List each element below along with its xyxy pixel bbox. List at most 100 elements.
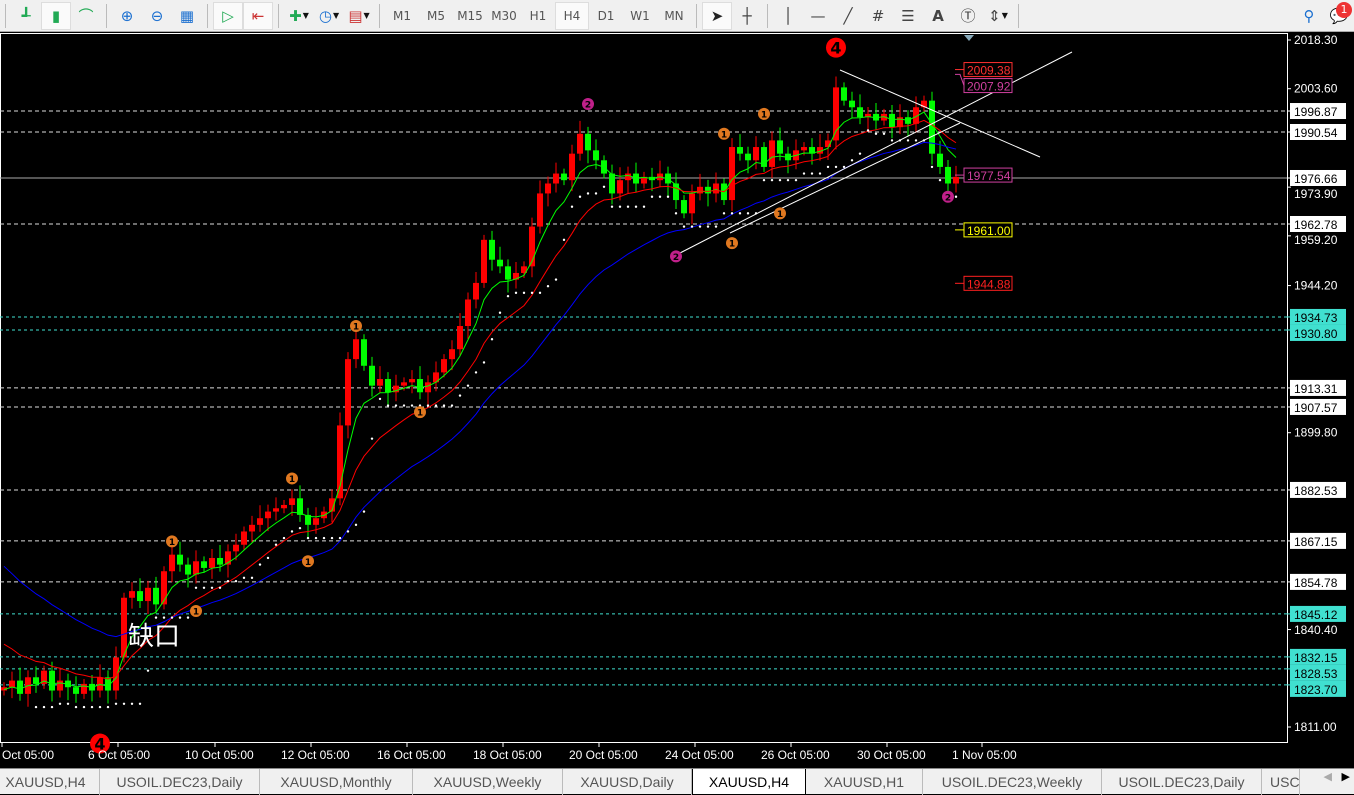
candle-body xyxy=(545,183,551,194)
wave-marker-circle xyxy=(826,37,846,58)
cursor-icon[interactable]: ➤ xyxy=(702,1,732,30)
chart-tab[interactable]: USOIL.DEC23,Weekly xyxy=(923,769,1102,795)
sar-dot xyxy=(690,225,694,228)
chart-shift-icon[interactable]: ⇤ xyxy=(243,1,273,30)
timeframe-m15[interactable]: M15 xyxy=(457,8,483,23)
candle-body xyxy=(569,153,575,181)
candle-body xyxy=(929,100,935,154)
candle-body xyxy=(937,153,943,167)
price-label: 1961.00 xyxy=(967,224,1011,238)
sar-dot xyxy=(698,225,702,228)
timeframe-d1[interactable]: D1 xyxy=(597,8,615,23)
timeframe-h4[interactable]: H4 xyxy=(555,1,589,30)
sar-dot xyxy=(66,702,70,705)
sar-dot xyxy=(194,586,198,590)
sar-dot xyxy=(298,526,302,530)
candle xyxy=(953,165,959,193)
tile-windows-icon[interactable]: ▦ xyxy=(179,6,195,25)
time-label: 6 Oct 05:00 xyxy=(88,748,150,762)
level-axis-label-cyan-box xyxy=(1290,324,1346,341)
candle-body xyxy=(737,147,743,154)
candle-body xyxy=(193,561,199,575)
chart-tabs: XAUUSD,H4 USOIL.DEC23,Daily XAUUSD,Monthly… xyxy=(0,768,1354,795)
sar-dot xyxy=(930,165,934,169)
candle xyxy=(161,566,167,610)
chart-tab[interactable]: XAUUSD,H1 xyxy=(806,769,923,795)
auto-scroll-icon[interactable]: ▷ xyxy=(213,1,243,30)
horizontal-line-icon[interactable]: — xyxy=(810,6,826,25)
candle xyxy=(305,507,311,538)
sar-dot xyxy=(90,705,94,709)
chart-tab[interactable]: XAUUSD,Weekly xyxy=(413,769,563,795)
price-label-box xyxy=(963,62,1013,78)
candle-body xyxy=(897,117,903,128)
candle-body xyxy=(113,657,119,691)
price-tick-label: 1811.00 xyxy=(1294,720,1337,734)
wave-marker-circle xyxy=(302,555,314,568)
candle-body xyxy=(337,425,343,499)
time-label: 16 Oct 05:00 xyxy=(377,748,446,762)
bar-chart-icon[interactable]: ┹ xyxy=(21,6,31,25)
text-icon[interactable]: A xyxy=(932,6,944,25)
timeframe-m5[interactable]: M5 xyxy=(427,8,445,23)
candle xyxy=(553,162,559,193)
timeframe-w1[interactable]: W1 xyxy=(630,8,650,23)
crosshair-icon[interactable]: ┼ xyxy=(742,6,752,25)
notifications-icon[interactable]: 💬1 xyxy=(1324,1,1354,30)
chart-tab[interactable]: XAUUSD,H4 xyxy=(692,769,806,795)
price-chart[interactable]: 1 1 1 1 1 1 1 1 1 1 2 2 2 4 4 缺口 2009.38 2007.92 1977.54 19… xyxy=(0,33,1354,768)
wave-marker: 1 xyxy=(758,107,770,120)
wave-marker-circle xyxy=(582,97,594,110)
sar-dot xyxy=(442,404,446,407)
candle-body xyxy=(505,266,511,280)
new-chart-icon[interactable]: ✚ ▼ xyxy=(289,6,309,25)
candle-body xyxy=(481,239,487,283)
tabs-scroll-left[interactable]: ◀ xyxy=(1323,770,1332,783)
candle-body xyxy=(369,365,375,386)
sar-dot xyxy=(82,705,86,709)
chart-tab[interactable]: USC xyxy=(1262,769,1300,795)
price-label-box xyxy=(963,222,1013,238)
candle-body xyxy=(361,339,367,366)
sar-dot xyxy=(546,285,550,288)
candle xyxy=(945,159,951,197)
zoom-out-icon[interactable]: ⊖ xyxy=(150,6,164,25)
timeframe-m30[interactable]: M30 xyxy=(491,8,517,23)
candle-body xyxy=(889,113,895,128)
search-icon[interactable]: ⚲ xyxy=(1303,6,1315,25)
candle-body xyxy=(281,504,287,509)
chart-tab[interactable]: XAUUSD,Monthly xyxy=(260,769,413,795)
text-label-icon[interactable]: Ⓣ xyxy=(960,7,976,25)
chart-tab[interactable]: XAUUSD,Daily xyxy=(563,769,692,795)
candle-body xyxy=(817,147,823,154)
zoom-in-icon[interactable]: ⊕ xyxy=(120,6,134,25)
candle-body xyxy=(305,514,311,525)
fibonacci-expansion-icon[interactable]: # xyxy=(871,6,885,25)
sar-dot xyxy=(506,294,510,298)
clock-icon[interactable]: ◷ ▼ xyxy=(318,6,340,25)
candle-body xyxy=(209,557,215,568)
tabs-scroll-right[interactable]: ▶ xyxy=(1341,770,1350,783)
wave-marker-label: 4 xyxy=(94,735,105,754)
timeframe-m1[interactable]: M1 xyxy=(393,8,411,23)
sar-dot xyxy=(274,543,278,546)
level-axis-label-box xyxy=(1290,123,1346,140)
timeframe-h1[interactable]: H1 xyxy=(529,8,547,23)
candlestick-icon[interactable]: ▮ xyxy=(41,1,71,30)
candle-body xyxy=(881,113,887,121)
fibonacci-retracement-icon[interactable]: ☰ xyxy=(901,6,915,25)
line-chart-icon[interactable]: ⌒ xyxy=(78,7,94,25)
chart-tab[interactable]: USOIL.DEC23,Daily xyxy=(1102,769,1262,795)
sar-dot xyxy=(794,178,798,182)
chart-tab[interactable]: USOIL.DEC23,Daily xyxy=(100,769,260,795)
sar-dot xyxy=(314,536,318,540)
candle xyxy=(913,96,919,133)
timeframe-mn[interactable]: MN xyxy=(664,8,684,23)
chart-tab[interactable]: XAUUSD,H4 xyxy=(0,769,100,795)
candle-body xyxy=(9,680,15,688)
arrows-icon[interactable]: ⇕ ▼ xyxy=(988,6,1008,25)
templates-icon[interactable]: ▤ ▼ xyxy=(348,6,370,25)
level-axis-label-cyan: 1845.12 xyxy=(1294,608,1338,622)
vertical-line-icon[interactable]: │ xyxy=(783,6,793,25)
trendline-icon[interactable]: ╱ xyxy=(843,6,853,25)
